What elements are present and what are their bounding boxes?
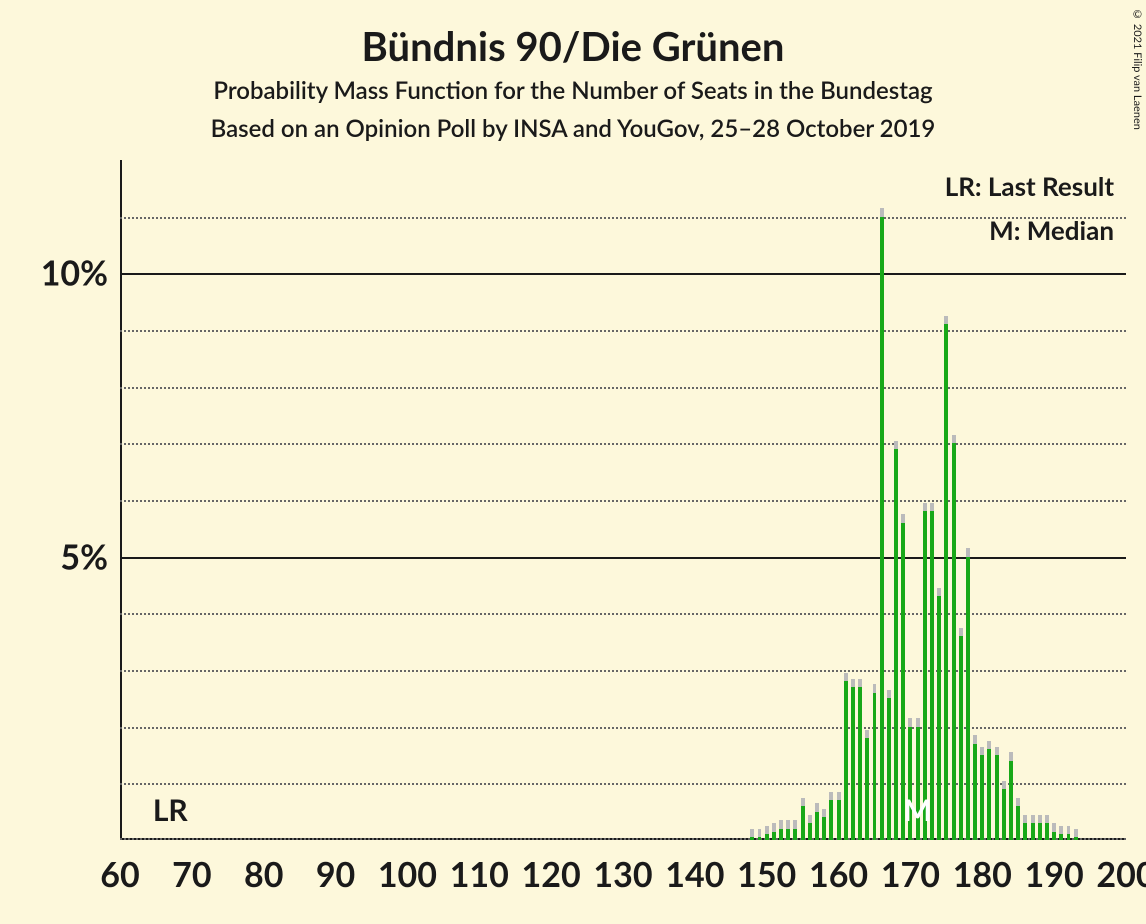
- copyright-text: © 2021 Filip van Laenen: [1131, 8, 1144, 130]
- y-tick-label: 5%: [60, 536, 108, 577]
- bar: [1002, 789, 1006, 840]
- grid-minor: [120, 387, 1126, 389]
- x-tick-label: 110: [450, 854, 509, 895]
- bar: [894, 449, 898, 840]
- grid-minor: [120, 613, 1126, 615]
- bar: [1045, 823, 1049, 840]
- y-tick-label: 10%: [41, 253, 108, 294]
- bar: [793, 829, 797, 840]
- x-tick-label: 60: [100, 854, 139, 895]
- chart-subtitle-1: Probability Mass Function for the Number…: [0, 76, 1146, 105]
- bar: [923, 511, 927, 840]
- bar: [815, 812, 819, 840]
- bar: [1059, 834, 1063, 840]
- grid-minor: [120, 330, 1126, 332]
- bar: [937, 596, 941, 840]
- x-tick-label: 190: [1025, 854, 1084, 895]
- grid-minor: [120, 443, 1126, 445]
- bar: [844, 681, 848, 840]
- x-tick-label: 130: [593, 854, 652, 895]
- x-tick-label: 150: [737, 854, 796, 895]
- bar: [930, 511, 934, 840]
- grid-minor: [120, 500, 1126, 502]
- bar: [786, 829, 790, 840]
- bar: [1067, 834, 1071, 840]
- bar: [865, 738, 869, 840]
- bar: [973, 744, 977, 840]
- bar: [944, 324, 948, 840]
- bar: [758, 837, 762, 840]
- bar: [765, 834, 769, 840]
- bar: [880, 217, 884, 840]
- x-tick-label: 180: [953, 854, 1012, 895]
- bar: [1023, 823, 1027, 840]
- x-tick-label: 70: [172, 854, 211, 895]
- x-tick-label: 80: [244, 854, 283, 895]
- grid-minor: [120, 670, 1126, 672]
- bar: [1016, 806, 1020, 840]
- bar: [1031, 823, 1035, 840]
- chart-container: Bündnis 90/Die Grünen Probability Mass F…: [0, 0, 1146, 924]
- plot-area: 5%10%LRM: [120, 160, 1126, 840]
- bar: [750, 837, 754, 840]
- bar: [959, 636, 963, 840]
- bar: [829, 800, 833, 840]
- grid-minor: [120, 727, 1126, 729]
- bar: [1052, 832, 1056, 841]
- x-tick-label: 160: [809, 854, 868, 895]
- bar: [779, 829, 783, 840]
- bar: [1038, 823, 1042, 840]
- bar: [772, 832, 776, 841]
- last-result-marker: LR: [153, 792, 188, 828]
- x-tick-label: 100: [378, 854, 437, 895]
- bar: [1009, 761, 1013, 840]
- bar: [873, 693, 877, 840]
- x-tick-label: 200: [1096, 854, 1146, 895]
- x-tick-label: 90: [316, 854, 355, 895]
- bar: [887, 698, 891, 840]
- bar: [980, 755, 984, 840]
- bar: [966, 557, 970, 840]
- chart-title: Bündnis 90/Die Grünen: [0, 22, 1146, 70]
- bar: [995, 755, 999, 840]
- bar: [801, 806, 805, 840]
- x-tick-label: 140: [665, 854, 724, 895]
- x-axis-labels: 6070809010011012013014015016017018019020…: [120, 848, 1126, 898]
- bar: [822, 817, 826, 840]
- bar: [952, 443, 956, 840]
- median-marker: M: [903, 792, 931, 828]
- bar: [987, 749, 991, 840]
- bar: [1074, 837, 1078, 840]
- grid-minor: [120, 217, 1126, 219]
- grid-major: [120, 273, 1126, 275]
- x-tick-label: 120: [522, 854, 581, 895]
- x-tick-label: 170: [881, 854, 940, 895]
- bar: [858, 687, 862, 840]
- chart-subtitle-2: Based on an Opinion Poll by INSA and You…: [0, 114, 1146, 143]
- bar: [808, 823, 812, 840]
- bar: [837, 800, 841, 840]
- grid-major: [120, 557, 1126, 559]
- bar: [851, 687, 855, 840]
